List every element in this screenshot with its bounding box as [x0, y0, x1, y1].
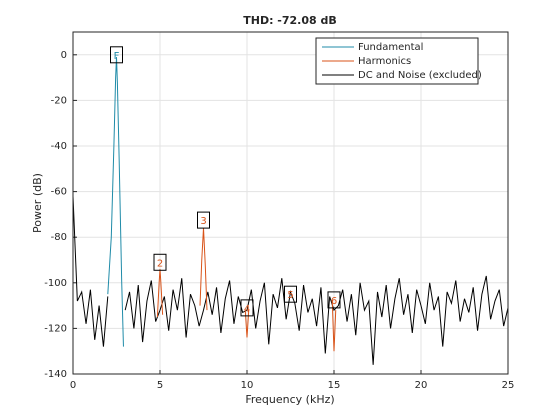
annotation-label: 6 [331, 296, 337, 307]
legend-label: Harmonics [358, 56, 411, 67]
annotation-box [197, 211, 210, 229]
y-tick-label: -120 [44, 323, 67, 334]
annotation-label: F [114, 51, 120, 62]
x-tick-label: 25 [502, 380, 515, 391]
annotation-box [153, 253, 167, 271]
y-tick-label: -80 [51, 232, 67, 243]
annotation-box [284, 285, 297, 303]
x-axis-label: Frequency (kHz) [245, 393, 334, 406]
x-tick-label: 10 [241, 380, 254, 391]
annotation-label: 5 [287, 290, 293, 301]
y-tick-label: -140 [44, 369, 67, 380]
y-tick-label: -40 [51, 141, 67, 152]
y-tick-label: 0 [61, 50, 67, 61]
legend-label: Fundamental [358, 42, 423, 53]
legend-label: DC and Noise (excluded) [358, 70, 482, 81]
annotation-box [110, 46, 123, 64]
annotation-label: 2 [157, 258, 163, 269]
annotation-box [240, 299, 254, 317]
annotation-label: 4 [244, 304, 250, 315]
chart-title: THD: -72.08 dB [243, 14, 337, 27]
plot-border [72, 31, 509, 375]
x-tick-label: 5 [157, 380, 163, 391]
x-tick-label: 20 [415, 380, 428, 391]
annotation-box [327, 291, 341, 309]
y-tick-label: -60 [51, 187, 67, 198]
y-tick-label: -20 [51, 95, 67, 106]
annotation-label: 3 [200, 216, 206, 227]
y-axis-label: Power (dB) [31, 173, 44, 233]
series-line [107, 57, 124, 347]
series-line [72, 196, 509, 365]
y-tick-label: -100 [44, 278, 67, 289]
x-tick-label: 15 [328, 380, 341, 391]
x-tick-label: 0 [70, 380, 76, 391]
